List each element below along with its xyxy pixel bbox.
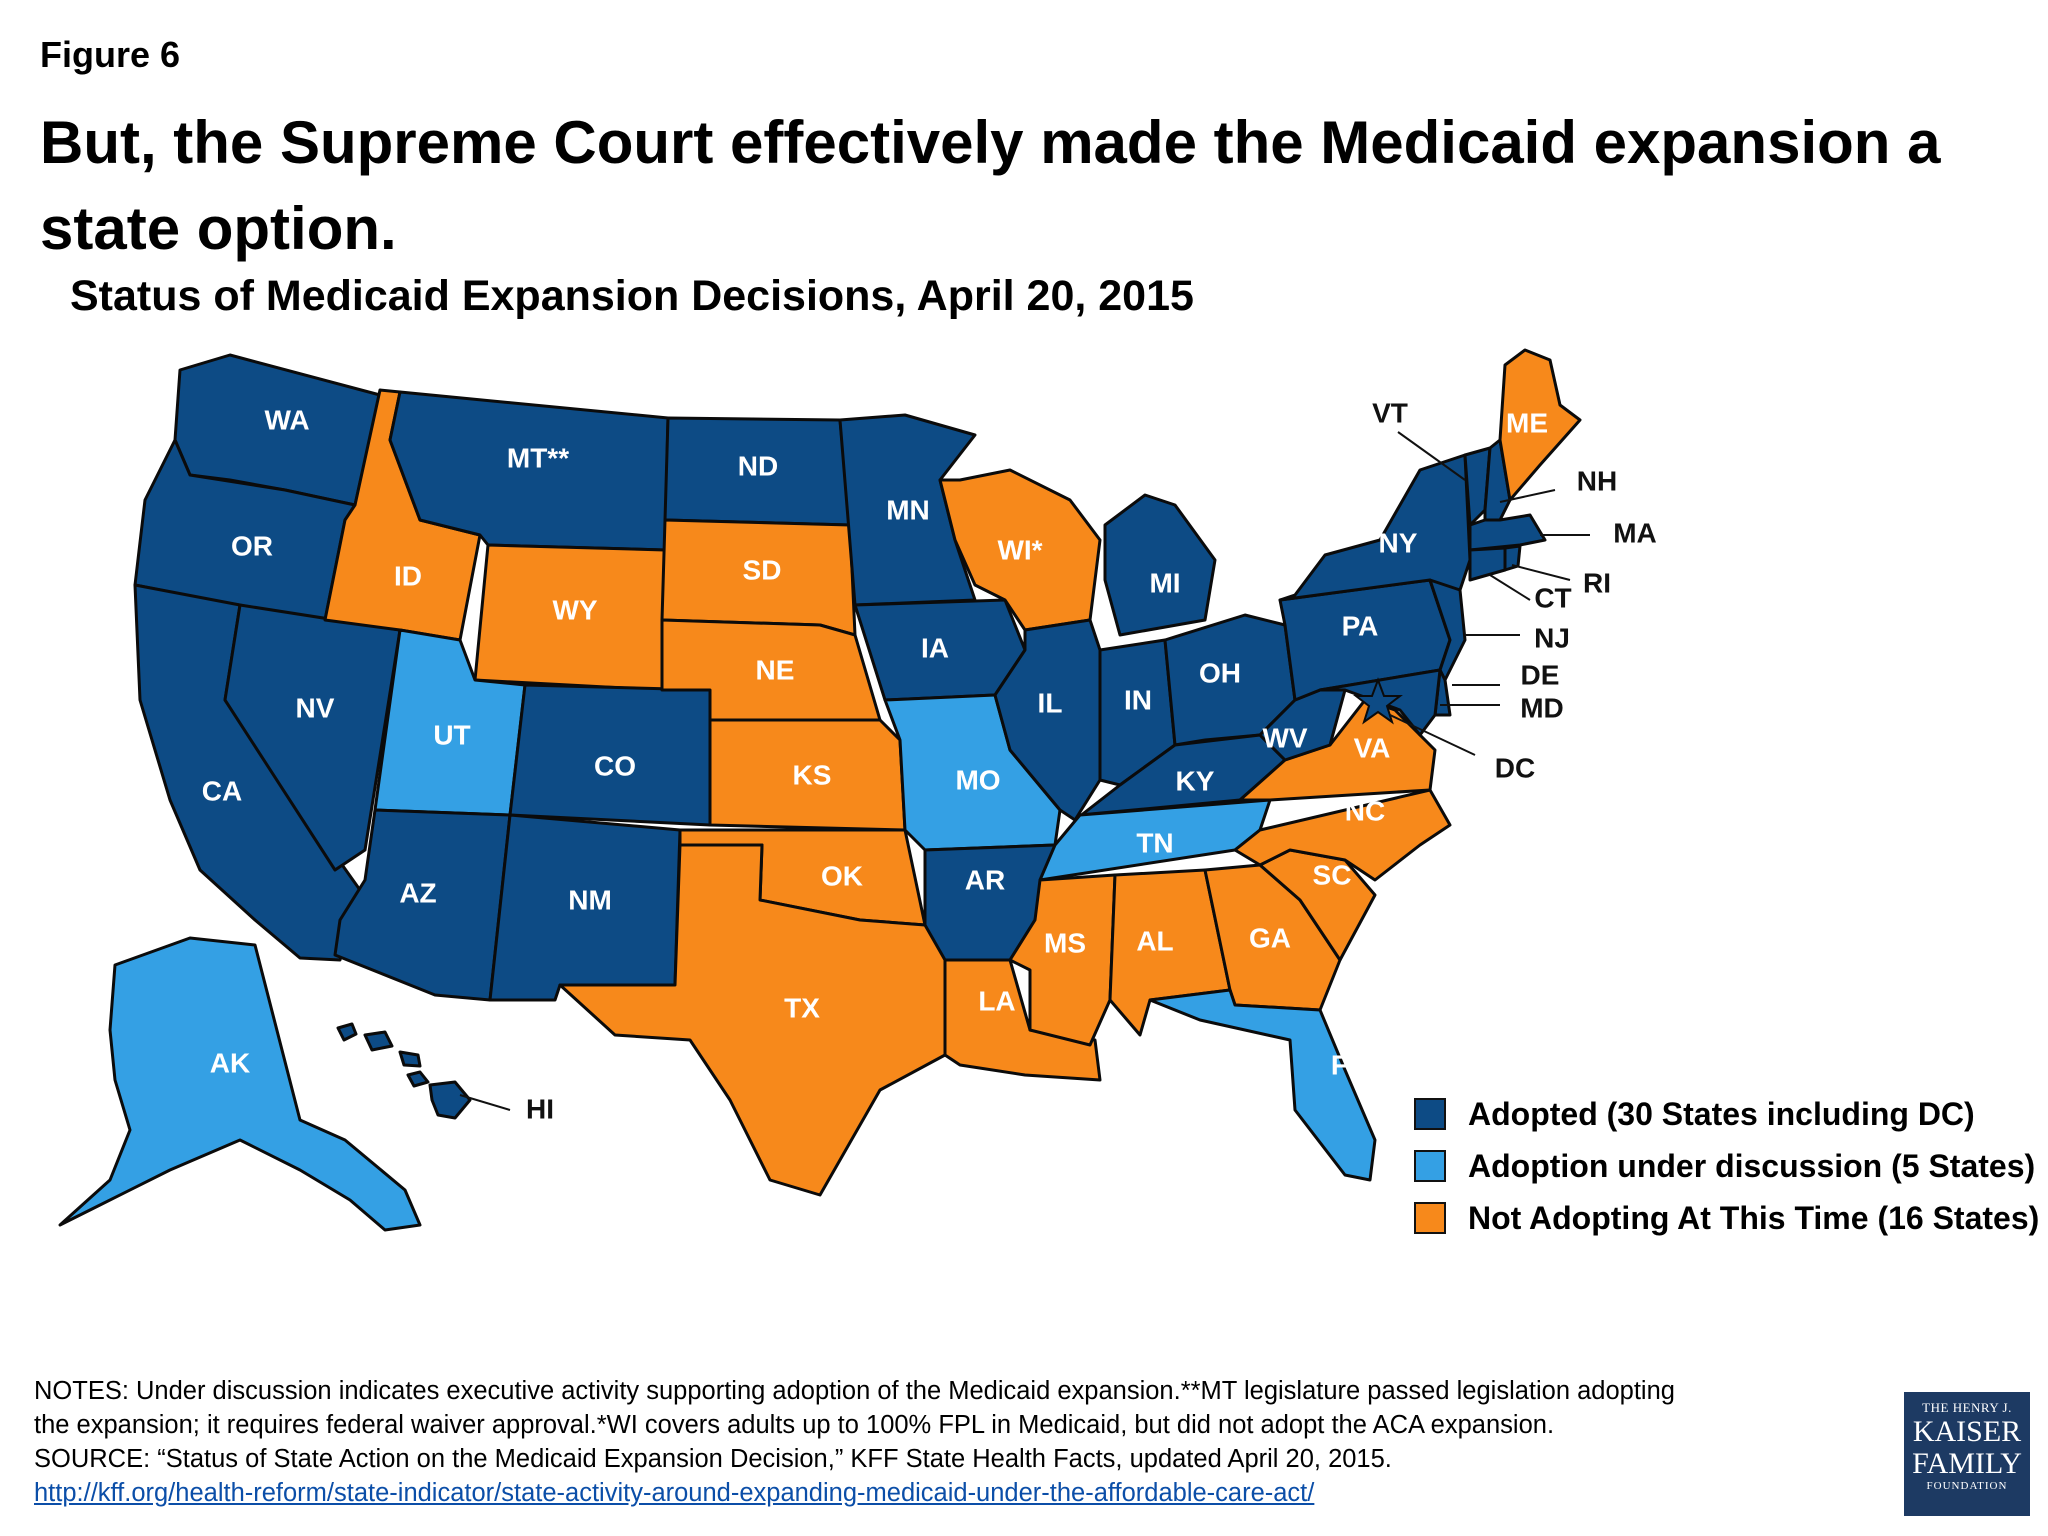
logo-line-4: FOUNDATION (1926, 1480, 2008, 1492)
label-KS: KS (793, 759, 832, 790)
state-MI[interactable] (1103, 493, 1217, 637)
label-VA: VA (1354, 732, 1391, 763)
label-TN: TN (1136, 827, 1173, 858)
label-DC: DC (1495, 752, 1535, 783)
label-SC: SC (1313, 859, 1352, 890)
label-RI: RI (1583, 567, 1611, 598)
label-KY: KY (1176, 765, 1215, 796)
legend-item-not-adopting: Not Adopting At This Time (16 States) (1414, 1192, 2039, 1244)
state-IL[interactable] (993, 618, 1102, 822)
label-OK: OK (821, 860, 863, 891)
legend-label-under-discussion: Adoption under discussion (5 States) (1468, 1147, 2036, 1184)
label-MO: MO (955, 764, 1000, 795)
label-MS: MS (1044, 927, 1086, 958)
label-ME: ME (1506, 407, 1548, 438)
state-LA[interactable] (943, 958, 1102, 1082)
label-MD: MD (1520, 692, 1564, 723)
label-CT: CT (1534, 582, 1571, 613)
callout-lines (459, 431, 1590, 1111)
legend-swatch-adopted (1414, 1098, 1446, 1130)
label-TX: TX (784, 992, 820, 1023)
label-OH: OH (1199, 657, 1241, 688)
label-WI: WI* (997, 534, 1042, 565)
label-AR: AR (965, 864, 1005, 895)
notes-line-2: the expansion; it requires federal waive… (34, 1411, 1555, 1439)
state-NC[interactable] (1233, 788, 1452, 882)
notes-line-1: NOTES: Under discussion indicates execut… (34, 1377, 1675, 1405)
label-AK: AK (210, 1047, 250, 1078)
state-TX[interactable] (558, 843, 962, 1197)
figure-label: Figure 6 (40, 34, 181, 75)
source-line: SOURCE: “Status of State Action on the M… (34, 1445, 1392, 1473)
label-OR: OR (231, 530, 273, 561)
logo-line-3: FAMILY (1912, 1447, 2022, 1480)
label-HI: HI (526, 1093, 554, 1124)
label-IL: IL (1038, 687, 1063, 718)
legend-item-under-discussion: Adoption under discussion (5 States) (1414, 1140, 2039, 1192)
label-MA: MA (1613, 517, 1657, 548)
label-NE: NE (756, 654, 795, 685)
label-NJ: NJ (1534, 622, 1570, 653)
state-HI[interactable] (336, 1022, 472, 1120)
legend-label-adopted: Adopted (30 States including DC) (1468, 1095, 1975, 1132)
label-IA: IA (921, 632, 949, 663)
notes-block: NOTES: Under discussion indicates execut… (34, 1374, 1894, 1510)
kaiser-logo: THE HENRY J. KAISER FAMILY FOUNDATION (1904, 1392, 2030, 1516)
legend-label-not-adopting: Not Adopting At This Time (16 States) (1468, 1199, 2040, 1236)
label-CO: CO (594, 750, 636, 781)
logo-line-2: KAISER (1912, 1415, 2022, 1448)
legend-item-adopted: Adopted (30 States including DC) (1414, 1088, 2039, 1140)
label-MN: MN (886, 494, 930, 525)
map-legend: Adopted (30 States including DC) Adoptio… (1414, 1088, 2039, 1244)
source-link[interactable]: http://kff.org/health-reform/state-indic… (34, 1479, 1315, 1507)
label-LA: LA (978, 985, 1015, 1016)
label-PA: PA (1342, 610, 1379, 641)
label-WY: WY (552, 594, 597, 625)
label-NH: NH (1577, 465, 1617, 496)
label-IN: IN (1124, 684, 1152, 715)
logo-line-1: THE HENRY J. (1922, 1400, 2012, 1415)
state-AK[interactable] (58, 936, 422, 1232)
label-NC: NC (1345, 795, 1385, 826)
label-AL: AL (1136, 925, 1173, 956)
legend-swatch-not-adopting (1414, 1202, 1446, 1234)
label-FL: FL (1331, 1049, 1365, 1080)
label-WA: WA (264, 404, 309, 435)
label-ND: ND (738, 450, 778, 481)
state-FL[interactable] (1148, 988, 1377, 1182)
legend-swatch-under-discussion (1414, 1150, 1446, 1182)
map-subtitle: Status of Medicaid Expansion Decisions, … (70, 272, 1194, 320)
label-VT: VT (1372, 397, 1408, 428)
state-MA[interactable] (1468, 513, 1547, 552)
state-CT[interactable] (1468, 546, 1507, 582)
label-SD: SD (743, 554, 782, 585)
dc-star[interactable] (1353, 677, 1403, 725)
label-NV: NV (296, 692, 335, 723)
label-NM: NM (568, 884, 612, 915)
state-ME[interactable] (1498, 348, 1582, 502)
label-ID: ID (394, 560, 422, 591)
page-title: But, the Supreme Court effectively made … (40, 109, 1941, 262)
label-AZ: AZ (399, 877, 436, 908)
label-UT: UT (433, 719, 470, 750)
label-CA: CA (202, 775, 242, 806)
label-WV: WV (1262, 722, 1307, 753)
label-MI: MI (1149, 567, 1180, 598)
label-NY: NY (1379, 527, 1418, 558)
label-MT: MT** (507, 442, 569, 473)
label-GA: GA (1249, 922, 1291, 953)
label-DE: DE (1521, 659, 1560, 690)
